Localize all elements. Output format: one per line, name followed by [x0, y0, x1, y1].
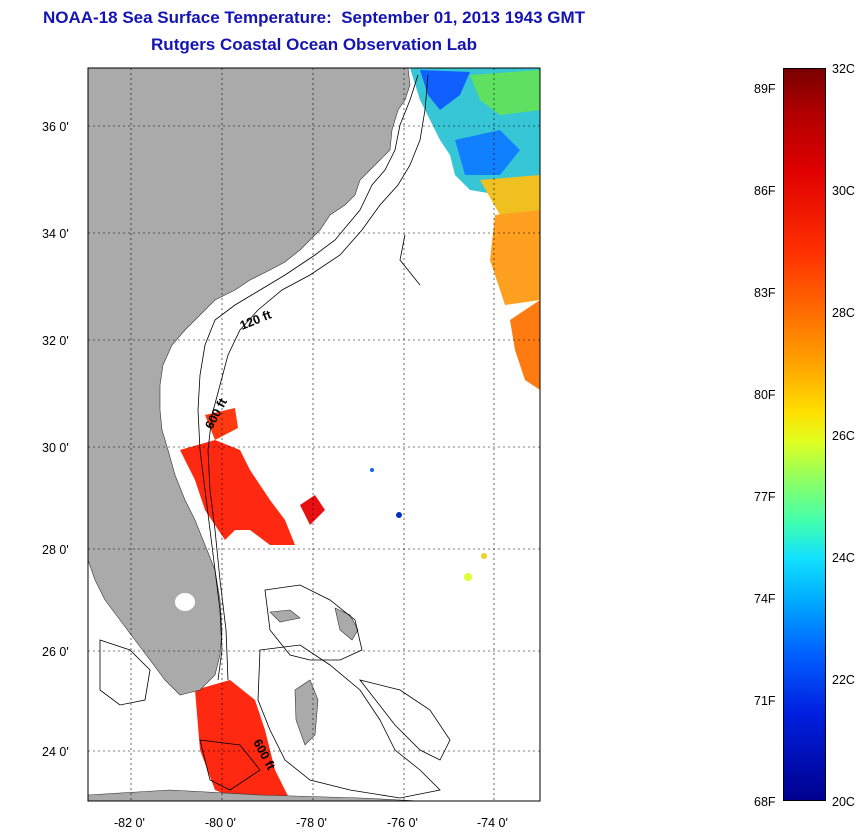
latitude-axis: 36 0' 34 0' 32 0' 30 0' 28 0' 26 0' 24 0…: [42, 120, 69, 759]
colorbar-c-label: 28C: [832, 306, 855, 320]
lat-label: 34 0': [42, 227, 69, 241]
colorbar-f-label: 77F: [754, 490, 776, 504]
lat-label: 30 0': [42, 441, 69, 455]
graticule: [88, 68, 540, 801]
colorbar-c-label: 22C: [832, 673, 855, 687]
colorbar-c-label: 24C: [832, 551, 855, 565]
colorbar-c-label: 30C: [832, 184, 855, 198]
colorbar-c-label: 20C: [832, 795, 855, 809]
colorbar-c-label: 26C: [832, 429, 855, 443]
lat-label: 32 0': [42, 334, 69, 348]
map-frame: [87, 67, 541, 802]
colorbar-f-label: 68F: [754, 795, 776, 809]
cuba-landmass: [88, 789, 421, 801]
map-subtitle: Rutgers Coastal Ocean Observation Lab: [151, 35, 477, 54]
colorbar-f-label: 83F: [754, 286, 776, 300]
depth-contours: [99, 74, 451, 799]
colorbar-f-label: 71F: [754, 694, 776, 708]
us-landmass: [88, 68, 411, 696]
longitude-axis: -82 0' -80 0' -78 0' -76 0' -74 0': [114, 816, 508, 830]
lat-label: 36 0': [42, 120, 69, 134]
colorbar-c-label: 32C: [832, 62, 855, 76]
map-title: NOAA-18 Sea Surface Temperature: Septemb…: [42, 8, 586, 27]
lon-label: -74 0': [477, 816, 508, 830]
colorbar-f-label: 89F: [754, 82, 776, 96]
lon-label: -82 0': [114, 816, 145, 830]
colorbar-f-label: 86F: [754, 184, 776, 198]
temperature-colorbar: [783, 68, 826, 801]
lat-label: 26 0': [42, 645, 69, 659]
colorbar-f-label: 80F: [754, 388, 776, 402]
lon-label: -80 0': [205, 816, 236, 830]
bahamas-island: [269, 609, 301, 623]
bahamas-island: [294, 679, 319, 746]
lon-label: -76 0': [387, 816, 418, 830]
lake-okeechobee: [175, 593, 195, 611]
lat-label: 24 0': [42, 745, 69, 759]
lon-label: -78 0': [296, 816, 327, 830]
colorbar-f-label: 74F: [754, 592, 776, 606]
lat-label: 28 0': [42, 543, 69, 557]
